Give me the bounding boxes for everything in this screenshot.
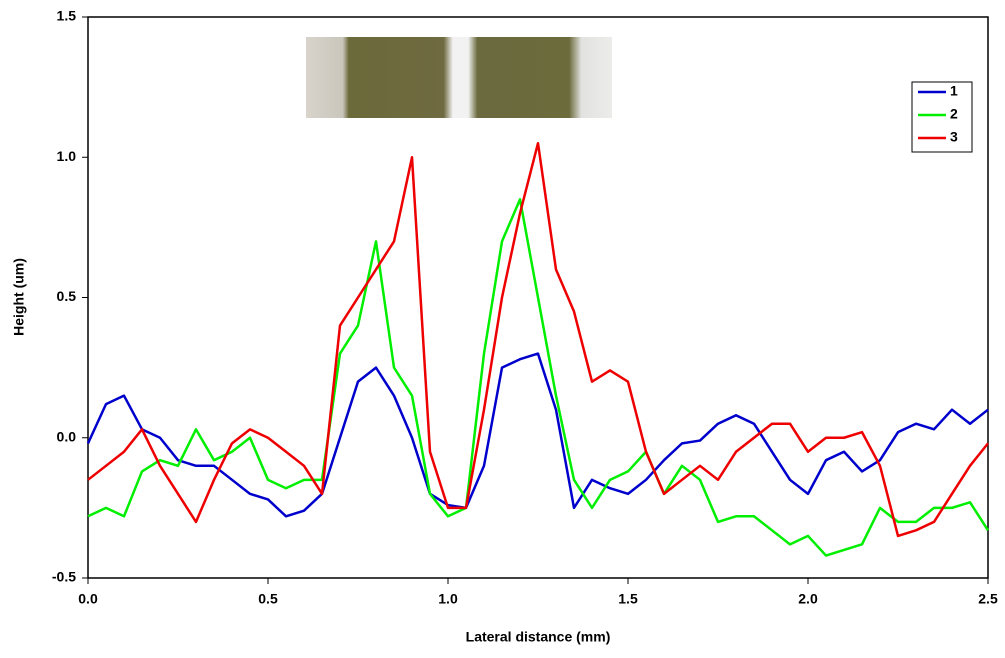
y-tick-label: 1.0 — [57, 148, 77, 164]
x-tick-label: 2.5 — [978, 591, 998, 607]
legend-label: 2 — [950, 106, 958, 122]
legend-label: 1 — [950, 83, 958, 99]
x-tick-label: 1.0 — [438, 591, 458, 607]
inset-photo — [306, 37, 612, 118]
x-tick-label: 2.0 — [798, 591, 818, 607]
y-tick-label: -0.5 — [52, 569, 76, 585]
legend — [911, 81, 973, 153]
y-axis-label: Height (um) — [11, 258, 27, 336]
y-tick-label: 0.0 — [57, 428, 77, 444]
series-line — [86, 352, 989, 518]
x-axis-label: Lateral distance (mm) — [466, 629, 611, 645]
series-line — [87, 198, 990, 557]
y-tick-label: 0.5 — [57, 288, 77, 304]
legend-label: 3 — [950, 129, 958, 145]
x-tick-label: 1.5 — [618, 591, 638, 607]
y-tick-label: 1.5 — [57, 8, 77, 24]
x-tick-label: 0.5 — [258, 591, 278, 607]
x-tick-label: 0.0 — [78, 591, 98, 607]
series-line — [87, 141, 989, 538]
